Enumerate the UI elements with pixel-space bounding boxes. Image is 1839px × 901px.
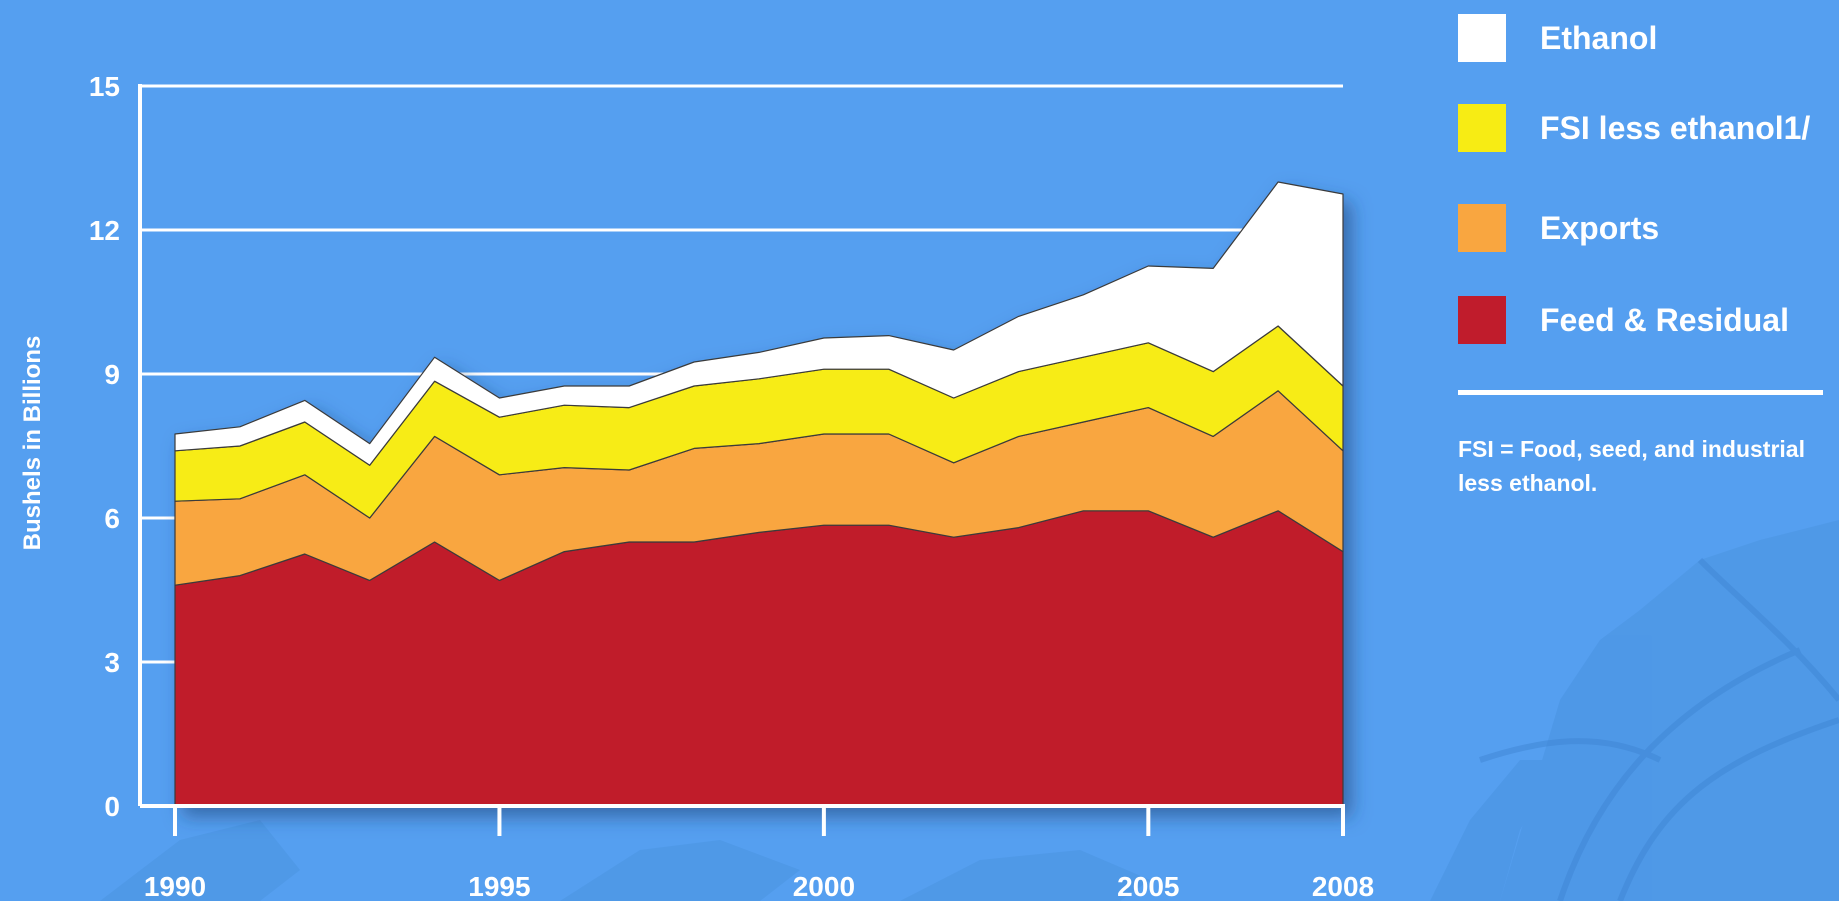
legend-label-ethanol: Ethanol	[1540, 19, 1658, 56]
legend-swatch-feed-residual	[1458, 296, 1506, 344]
x-tick-label: 2000	[793, 871, 855, 901]
y-tick-label: 0	[104, 791, 120, 822]
y-tick-label: 12	[89, 215, 120, 246]
stacked-areas	[174, 181, 1344, 807]
legend-swatch-exports	[1458, 204, 1506, 252]
legend-divider	[1458, 390, 1823, 395]
legend-item-fsi: FSI less ethanol1/	[1458, 104, 1810, 152]
x-tick-labels: 1990 1995 2000 2005 2008	[144, 871, 1374, 901]
axes	[138, 84, 1345, 836]
legend-swatch-ethanol	[1458, 14, 1506, 62]
legend-swatch-fsi	[1458, 104, 1506, 152]
y-tick-label: 15	[89, 71, 120, 102]
legend-item-exports: Exports	[1458, 204, 1659, 252]
chart-area: 0 3 6 9 12 15 1990 1995 2000 2005 2008 Bushels in…	[19, 71, 1374, 901]
legend-label-exports: Exports	[1540, 209, 1660, 246]
y-tick-label: 9	[104, 359, 120, 390]
y-tick-labels: 0 3 6 9 12 15	[89, 71, 120, 822]
x-tick-label: 1990	[144, 871, 206, 901]
x-tick-label: 1995	[468, 871, 530, 901]
legend-label-fsi: FSI less ethanol1/	[1540, 109, 1811, 146]
x-tick-label: 2005	[1117, 871, 1179, 901]
x-tick-label: 2008	[1312, 871, 1374, 901]
y-tick-label: 6	[104, 503, 120, 534]
area-series-ethanol	[174, 181, 1344, 466]
legend-footnote: FSI = Food, seed, and industrial less et…	[1458, 436, 1805, 496]
legend: Ethanol FSI less ethanol1/ Exports Feed …	[1458, 0, 1839, 560]
y-axis-label: Bushels in Billions	[19, 336, 46, 551]
legend-label-feed-residual: Feed & Residual	[1540, 301, 1789, 338]
legend-item-ethanol: Ethanol	[1458, 14, 1657, 62]
y-tick-label: 3	[104, 647, 120, 678]
legend-item-feed-residual: Feed & Residual	[1458, 296, 1789, 344]
